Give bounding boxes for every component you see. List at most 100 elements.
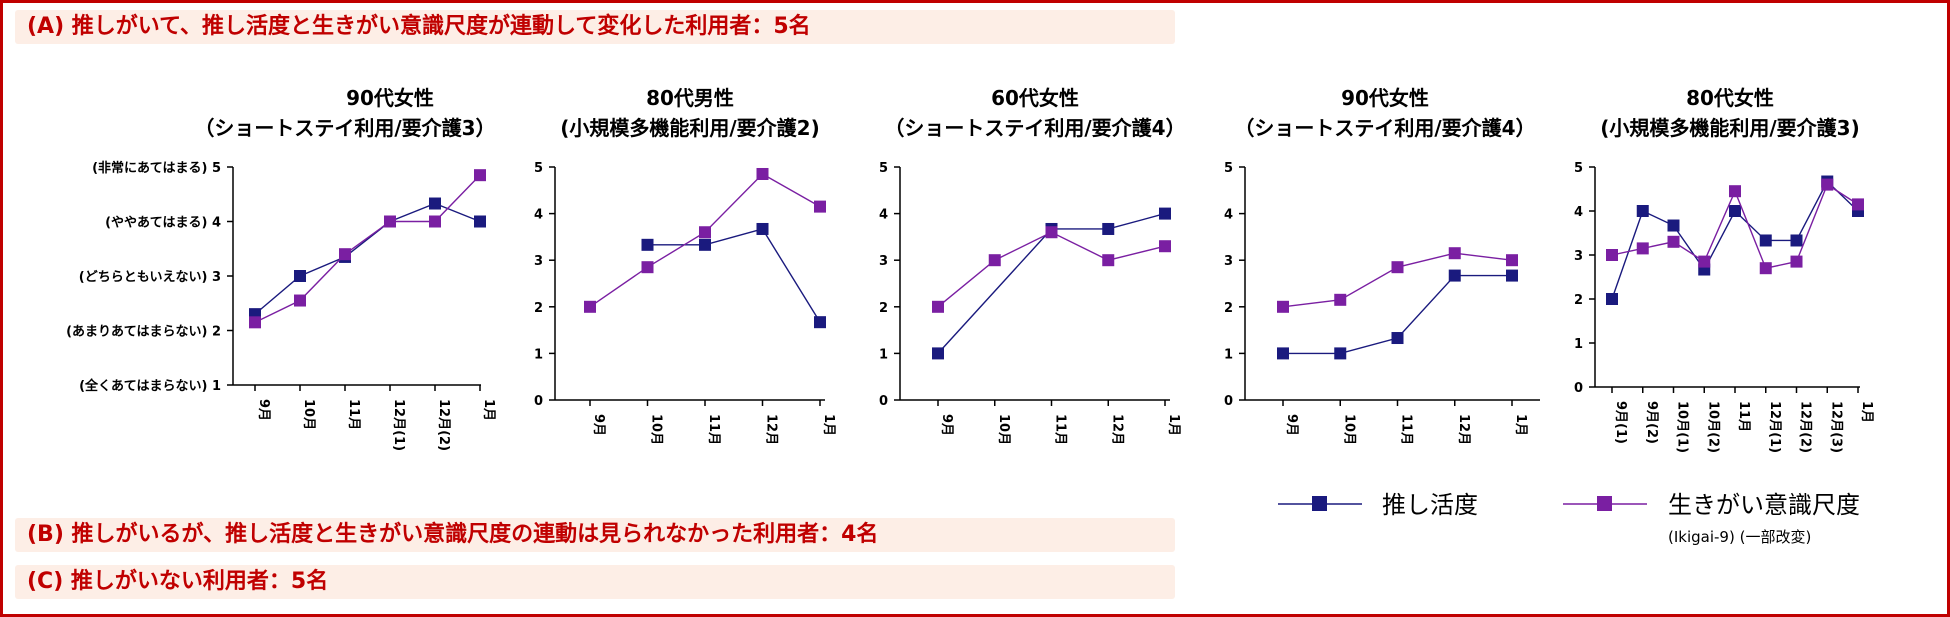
data-point-ikigai xyxy=(584,300,596,313)
y-tick-label: (どちらともいえない) 3 xyxy=(79,270,221,285)
data-point-ikigai xyxy=(1729,185,1741,198)
series-line-oshi xyxy=(647,228,821,323)
y-tick-label: 3 xyxy=(1574,249,1583,264)
x-tick-label: 9月(2) xyxy=(1644,401,1659,444)
y-tick-label: 2 xyxy=(534,301,543,316)
x-tick-label: 11月 xyxy=(1053,414,1068,445)
data-point-ikigai xyxy=(641,261,654,274)
data-point-ikigai xyxy=(1821,178,1834,191)
data-point-ikigai xyxy=(988,254,1001,267)
data-point-ikigai xyxy=(1790,255,1803,268)
y-tick-label: 1 xyxy=(1574,337,1583,352)
data-point-ikigai xyxy=(1852,198,1864,211)
y-tick-label: 1 xyxy=(1224,347,1233,362)
x-tick-label: 9月(1) xyxy=(1613,401,1628,444)
data-point-ikigai xyxy=(1606,249,1618,261)
y-tick-label: 4 xyxy=(879,208,888,223)
chart-title: 90代女性 xyxy=(346,86,434,110)
y-tick-label: 0 xyxy=(1574,381,1583,396)
legend-ikigai-marker xyxy=(1597,496,1612,511)
data-point-ikigai xyxy=(339,248,351,261)
y-tick-label: 5 xyxy=(534,161,543,176)
y-tick-label: 3 xyxy=(534,254,543,269)
y-tick-label: 0 xyxy=(534,394,543,409)
y-tick-label: 4 xyxy=(1574,205,1583,220)
data-point-ikigai xyxy=(1391,261,1404,274)
series-line-ikigai xyxy=(937,231,1166,308)
data-point-ikigai xyxy=(699,226,711,239)
group-a-heading: (A) 推しがいて、推し活度と生きがい意識尺度が連動して変化した利用者：5名 xyxy=(15,10,1175,44)
x-tick-label: 11月 xyxy=(1399,414,1414,445)
data-point-oshi xyxy=(756,222,769,235)
legend-ikigai-label: 生きがい意識尺度 xyxy=(1668,491,1860,519)
chart-title: 80代女性 xyxy=(1686,86,1774,110)
chart-panel-1: 90代女性 （ショートステイ利用/要介護3） (全くあてはまらない) 1 (あまりあて… xyxy=(66,86,496,451)
x-tick-label: 10月 xyxy=(996,414,1011,445)
y-tick-label: 0 xyxy=(1224,394,1233,409)
x-tick-label: 1月 xyxy=(481,399,496,421)
data-point-ikigai xyxy=(1102,254,1115,267)
x-tick-label: 10月 xyxy=(649,414,664,445)
legend-oshi-label: 推し活度 xyxy=(1382,491,1478,519)
x-tick-label: 10月 xyxy=(1341,414,1356,445)
x-tick-label: 9月 xyxy=(256,399,271,421)
data-point-oshi xyxy=(474,215,486,228)
x-tick-label: 12月 xyxy=(1456,414,1471,445)
y-tick-label: (全くあてはまらない) 1 xyxy=(79,378,221,394)
data-point-ikigai xyxy=(1506,254,1518,267)
data-point-oshi xyxy=(1729,205,1741,217)
x-tick-label: 10月 xyxy=(301,399,316,430)
data-point-oshi xyxy=(1277,347,1289,360)
chart-panel-4: 90代女性 （ショートステイ利用/要介護4） 0 1 2 3 4 5 9月 10月 11月 12月 1月 xyxy=(1224,86,1540,445)
chart-panel-3: 60代女性 （ショートステイ利用/要介護4） 0 1 2 3 4 5 9月 10月 11月 12月 1月 xyxy=(879,86,1186,445)
x-tick-label: 1月 xyxy=(821,414,836,436)
y-tick-label: 4 xyxy=(1224,208,1233,223)
chart-subtitle: (小規模多機能利用/要介護3) xyxy=(1600,116,1860,140)
x-tick-label: 12月(2) xyxy=(1798,401,1813,453)
y-tick-label: 5 xyxy=(1574,161,1583,176)
group-c-heading: (C) 推しがいない利用者：5名 xyxy=(15,565,1175,599)
x-tick-label: 12月(1) xyxy=(1767,401,1782,453)
data-point-ikigai xyxy=(294,294,306,307)
data-point-oshi xyxy=(1506,269,1518,282)
data-point-ikigai xyxy=(384,215,396,228)
data-point-ikigai xyxy=(474,169,486,182)
data-point-oshi xyxy=(641,238,654,251)
x-tick-label: 12月(3) xyxy=(1828,401,1843,453)
x-tick-label: 1月 xyxy=(1513,414,1528,436)
data-point-ikigai xyxy=(1636,242,1649,255)
data-point-oshi xyxy=(1606,293,1618,305)
x-tick-label: 10月(2) xyxy=(1705,401,1720,453)
y-tick-label: 2 xyxy=(1574,293,1583,308)
y-tick-label: 2 xyxy=(1224,301,1233,316)
data-point-ikigai xyxy=(1759,262,1772,275)
data-point-oshi xyxy=(429,197,441,210)
chart-panel-5: 80代女性 (小規模多機能利用/要介護3) 0 1 2 3 4 5 9月(1) 9月(2) 10月(… xyxy=(1574,86,1874,453)
data-point-ikigai xyxy=(429,215,441,228)
x-tick-label: 1月 xyxy=(1859,401,1874,423)
data-point-ikigai xyxy=(756,167,769,180)
data-point-ikigai xyxy=(814,200,826,213)
y-tick-label: 3 xyxy=(1224,254,1233,269)
data-point-ikigai xyxy=(1698,255,1711,268)
x-tick-label: 11月 xyxy=(706,414,721,445)
y-tick-label: 5 xyxy=(1224,161,1233,176)
data-point-ikigai xyxy=(1045,226,1058,239)
y-tick-label: 1 xyxy=(534,347,543,362)
series-line-oshi xyxy=(937,212,1166,354)
legend-oshi-marker xyxy=(1312,496,1327,511)
chart-title: 90代女性 xyxy=(1341,86,1429,110)
x-tick-label: 12月(1) xyxy=(391,399,406,451)
group-b-heading: (B) 推しがいるが、推し活度と生きがい意識尺度の連動は見られなかった利用者：4… xyxy=(15,518,1175,552)
x-tick-label: 1月 xyxy=(1166,414,1181,436)
chart-subtitle: （ショートステイ利用/要介護4） xyxy=(884,116,1185,140)
data-point-ikigai xyxy=(1277,300,1289,313)
data-point-oshi xyxy=(1159,207,1171,220)
data-point-oshi xyxy=(1334,347,1347,360)
series-line-ikigai xyxy=(254,174,481,323)
x-tick-label: 9月 xyxy=(939,414,954,436)
y-tick-label: (ややあてはまる) 4 xyxy=(105,216,221,231)
x-tick-label: 9月 xyxy=(1284,414,1299,436)
